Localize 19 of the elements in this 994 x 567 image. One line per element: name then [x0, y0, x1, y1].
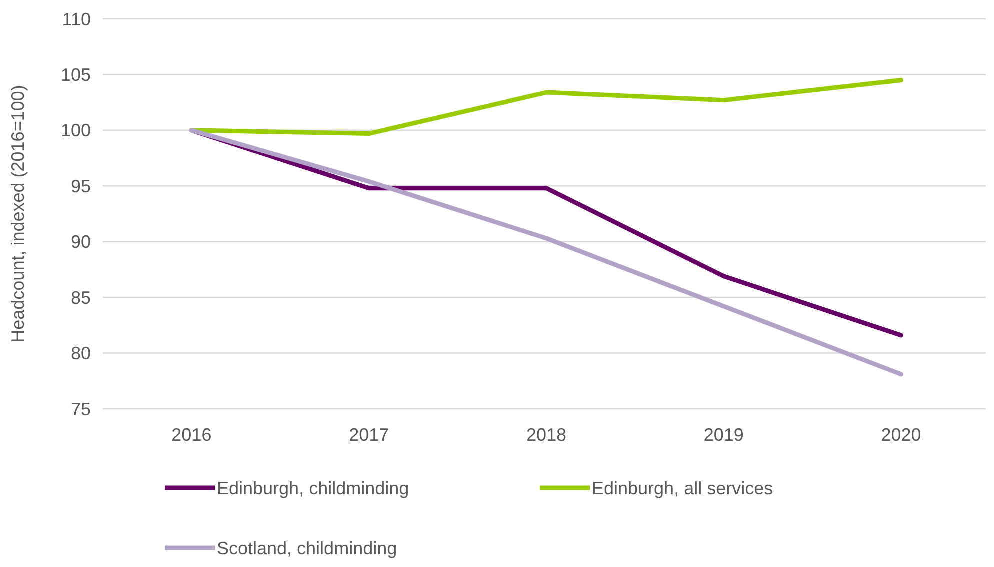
y-tick-label: 75 [70, 399, 91, 420]
y-tick-label: 110 [62, 9, 91, 30]
legend-label: Scotland, childminding [217, 538, 398, 558]
x-tick-label: 2016 [172, 425, 212, 445]
y-tick-label: 100 [60, 120, 91, 141]
line-series [189, 128, 904, 377]
y-axis-title: Headcount, indexed (2016=100) [8, 85, 28, 343]
y-tick-label: 85 [70, 288, 91, 308]
legend-label: Edinburgh, all services [592, 478, 774, 498]
y-tick-label: 95 [70, 176, 91, 196]
y-tick-label: 90 [70, 232, 91, 252]
line-series [189, 78, 904, 136]
x-tick-label: 2020 [881, 425, 922, 445]
x-tick-label: 2019 [704, 425, 744, 445]
y-tick-label: 105 [60, 65, 91, 86]
legend-label: Edinburgh, childminding [217, 478, 410, 498]
x-tick-label: 2018 [526, 425, 567, 445]
x-tick-label: 2017 [349, 425, 390, 445]
y-tick-label: 80 [70, 344, 91, 364]
